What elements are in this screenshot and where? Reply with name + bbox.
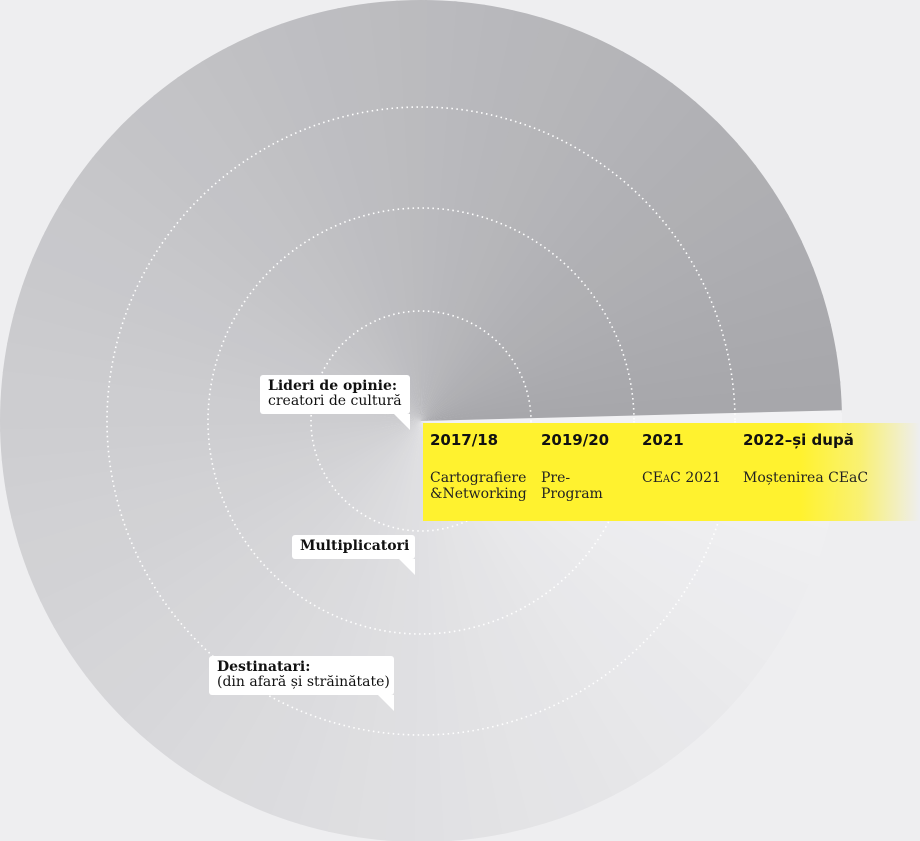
disc-wedge <box>421 18 602 421</box>
disc-wedge <box>421 114 745 421</box>
disc-wedge <box>421 183 797 421</box>
disc-wedge <box>384 421 421 841</box>
period-desc-line: Cartografiere <box>430 470 527 486</box>
disc-wedge <box>421 94 725 421</box>
period-year: 2022–și după <box>743 431 854 449</box>
disc-wedge <box>354 421 421 841</box>
disc-wedge <box>421 136 764 421</box>
callout-recipients: Destinatari: (din afară și străinătate) <box>209 656 394 711</box>
period-desc-line: &Networking <box>430 486 527 502</box>
callout-tail <box>393 414 410 430</box>
disc-wedge <box>421 421 593 828</box>
disc-wedges <box>0 0 842 841</box>
disc-wedge <box>187 421 421 799</box>
period-desc: CEaC 2021 <box>642 470 721 486</box>
period-desc: Cartografiere &Networking <box>430 470 527 502</box>
disc-wedge <box>147 69 421 421</box>
disc-wedge <box>2 421 422 551</box>
disc-wedge <box>0 399 421 432</box>
period-desc-line: CEaC 2021 <box>642 470 721 486</box>
disc-wedge <box>421 0 458 421</box>
callout-tail <box>399 559 416 575</box>
disc-wedge <box>222 25 421 422</box>
disc-wedge <box>249 14 421 422</box>
period-year: 2017/18 <box>430 431 499 449</box>
disc-wedge <box>240 421 421 824</box>
callout-recipients-title: Destinatari: <box>217 659 311 675</box>
disc-wedge <box>196 38 421 422</box>
disc-wedge <box>325 421 421 841</box>
disc-wedge <box>45 421 421 659</box>
disc-wedge <box>421 236 823 421</box>
disc-wedge <box>125 87 421 422</box>
callout-multipliers-title: Multiplicatori <box>300 538 410 554</box>
disc-wedge <box>66 151 422 422</box>
disc-wedge <box>97 421 421 728</box>
period-desc: Pre- Program <box>541 470 603 502</box>
period-year: 2019/20 <box>541 431 610 449</box>
disc-wedge <box>104 107 421 422</box>
callout-multipliers: Multiplicatori <box>292 535 416 575</box>
disc-wedge <box>421 0 488 421</box>
callout-leaders: Lideri de opinie: creatori de cultură <box>260 375 410 430</box>
disc-wedge <box>421 75 703 422</box>
disc-wedge <box>36 200 421 421</box>
ring-inner <box>310 310 532 532</box>
disc-wedge <box>421 291 840 421</box>
disc-wedge <box>421 43 655 421</box>
period-desc-line: Moștenirea CEaC <box>743 470 869 486</box>
callout-recipients-subtitle: (din afară și străinătate) <box>217 674 390 690</box>
period-year: 2021 <box>642 431 684 449</box>
callout-leaders-subtitle: creatori de cultură <box>268 393 402 409</box>
disc-wedge <box>267 421 421 834</box>
disc-wedge <box>84 128 421 422</box>
disc-wedge <box>60 421 421 683</box>
disc-wedge <box>421 0 517 421</box>
disc-wedge <box>421 8 575 422</box>
ring-middle <box>207 207 635 635</box>
period-desc-line: Program <box>541 486 603 502</box>
disc-wedge <box>19 421 421 606</box>
disc-wedge <box>171 52 421 421</box>
ring-outer <box>106 106 736 736</box>
disc-wedge <box>78 421 421 706</box>
disc-wedge <box>421 58 679 421</box>
callout-tail <box>377 695 394 711</box>
disc-wedge <box>421 159 782 421</box>
disc-wedge <box>421 1 546 421</box>
period-desc: Moștenirea CEaC <box>743 470 868 486</box>
callout-leaders-title: Lideri de opinie: <box>268 378 398 394</box>
timeline-band: 2017/18 Cartografiere &Networking 2019/2… <box>423 423 920 521</box>
period-desc-line: Pre- <box>541 470 571 486</box>
disc-wedge <box>50 175 421 421</box>
disc-wedge <box>117 421 421 748</box>
disc-wedge <box>296 421 421 841</box>
